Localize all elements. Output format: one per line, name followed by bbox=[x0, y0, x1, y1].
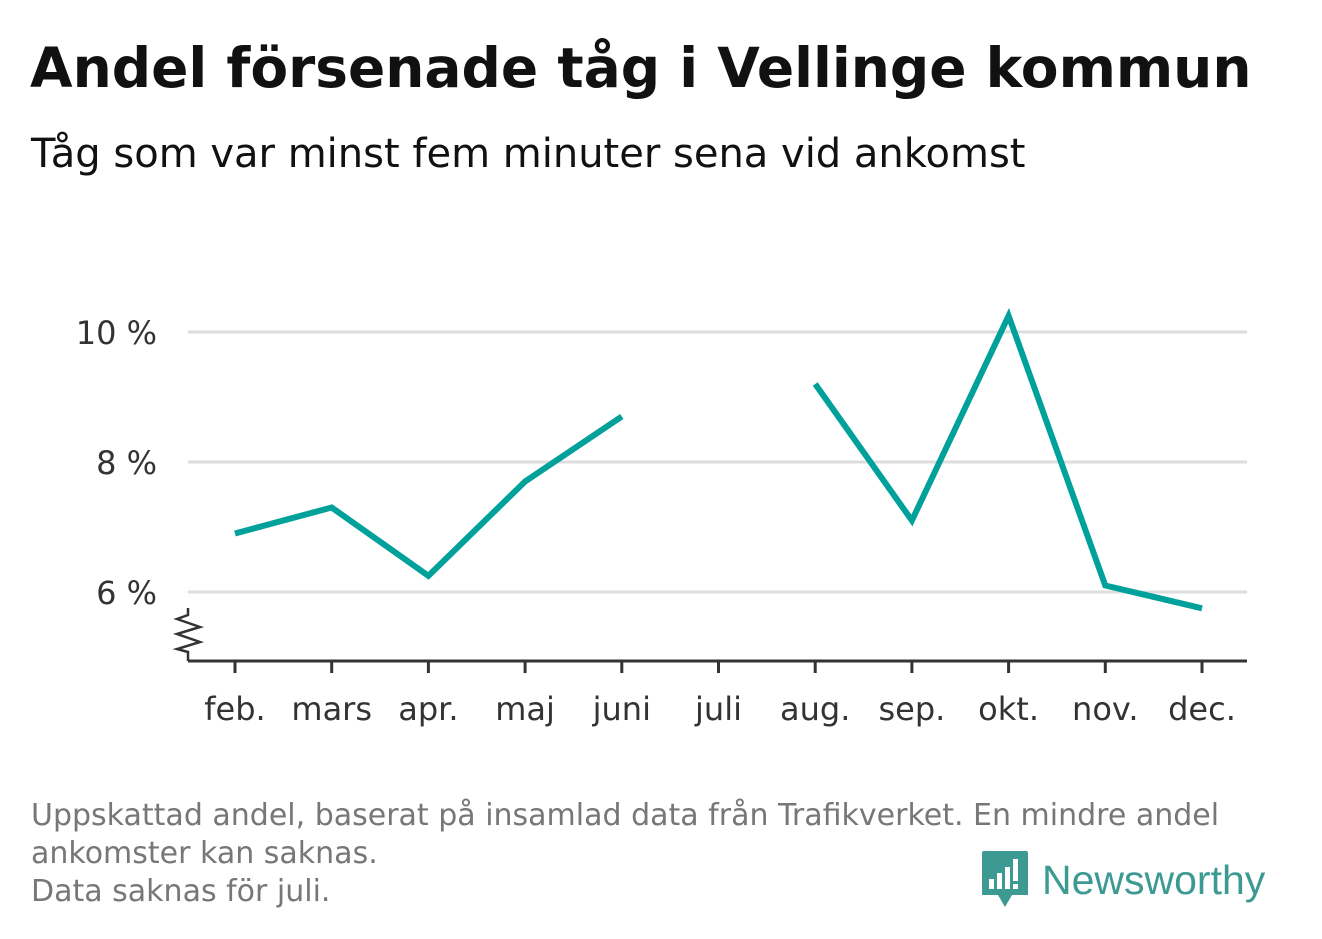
series-lines bbox=[234, 307, 1203, 612]
newsworthy-bar-chart-icon bbox=[982, 851, 1028, 907]
y-tick-label: 6 % bbox=[96, 574, 157, 612]
footnote-line-3: Data saknas för juli. bbox=[31, 874, 331, 909]
x-tick-label: feb. bbox=[204, 690, 265, 728]
brand-name: Newsworthy bbox=[1042, 856, 1266, 903]
newsworthy-logo: Newsworthy bbox=[980, 848, 1265, 912]
y-tick-label: 8 % bbox=[96, 444, 157, 482]
footnote: Uppskattad andel, baserat på insamlad da… bbox=[31, 797, 1281, 911]
x-tick-label: okt. bbox=[978, 690, 1039, 728]
series-line-segment bbox=[234, 414, 624, 580]
chart-subtitle: Tåg som var minst fem minuter sena vid a… bbox=[31, 131, 1026, 177]
x-tick-label: dec. bbox=[1168, 690, 1236, 728]
y-tick-labels: 6 % 8 % 10 % bbox=[76, 314, 157, 612]
footnote-line-2: ankomster kan saknas. bbox=[31, 836, 378, 871]
x-tick-label: juli bbox=[694, 690, 742, 728]
line-chart: 6 % 8 % 10 % feb. mars apr. maj juni juli aug. se… bbox=[76, 307, 1247, 728]
x-tick-label: sep. bbox=[878, 690, 945, 728]
chart-title: Andel försenade tåg i Vellinge kommun bbox=[30, 36, 1252, 100]
x-tick-label: juni bbox=[592, 690, 651, 728]
x-tick-label: aug. bbox=[780, 690, 850, 728]
gridlines bbox=[188, 330, 1247, 594]
x-tick-label: apr. bbox=[398, 690, 458, 728]
y-tick-label: 10 % bbox=[76, 314, 157, 352]
x-tick-label: nov. bbox=[1072, 690, 1138, 728]
footnote-line-1: Uppskattad andel, baserat på insamlad da… bbox=[31, 798, 1220, 833]
axis-break-zigzag bbox=[172, 608, 205, 661]
x-tick-labels: feb. mars apr. maj juni juli aug. sep. okt. nov. d… bbox=[204, 690, 1236, 728]
x-tick-label: mars bbox=[291, 690, 372, 728]
axes bbox=[172, 608, 1247, 673]
x-tick-label: maj bbox=[495, 690, 555, 728]
series-line-segment bbox=[812, 307, 1203, 612]
